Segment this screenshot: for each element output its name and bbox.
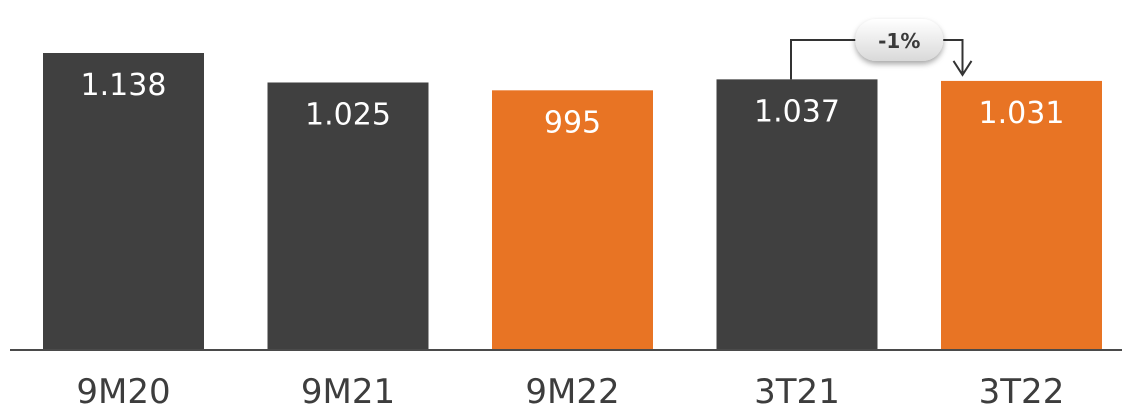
category-label-9m22: 9M22 [525, 372, 619, 412]
change-badge-label: -1% [878, 29, 920, 53]
category-label-3t22: 3T22 [979, 372, 1065, 412]
category-label-3t21: 3T21 [754, 372, 840, 412]
value-label-9m21: 1.025 [305, 97, 391, 132]
bar-3t22 [941, 80, 1102, 351]
arrow-down-icon [952, 60, 973, 77]
category-label-9m21: 9M21 [301, 372, 395, 412]
value-label-9m22: 995 [544, 105, 601, 140]
value-label-3t21: 1.037 [754, 94, 840, 129]
bar-9m20 [43, 53, 204, 350]
change-callout: -1% [790, 19, 973, 80]
bar-9m22 [492, 90, 653, 350]
category-labels: 9M20 9M21 9M22 3T21 3T22 [76, 372, 1064, 412]
bars-group: 1.138 1.025 995 1.037 1.031 [43, 53, 1102, 351]
category-label-9m20: 9M20 [76, 372, 170, 412]
bar-3t21 [716, 79, 878, 350]
value-label-3t22: 1.031 [979, 96, 1065, 131]
value-label-9m20: 1.138 [81, 68, 167, 103]
bar-9m21 [267, 82, 429, 350]
change-badge [855, 19, 944, 61]
